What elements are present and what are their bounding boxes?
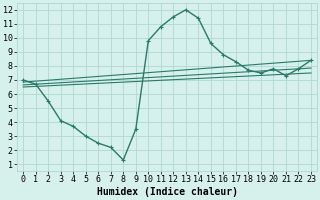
- X-axis label: Humidex (Indice chaleur): Humidex (Indice chaleur): [97, 187, 237, 197]
